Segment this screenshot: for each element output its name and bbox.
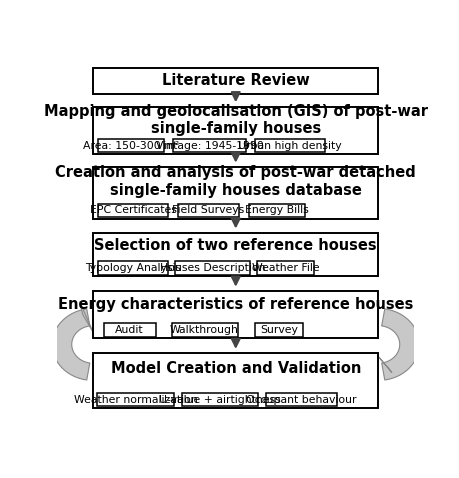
Text: Field Surveys: Field Surveys	[172, 206, 244, 216]
Text: Selection of two reference houses: Selection of two reference houses	[94, 238, 376, 252]
Text: Literature Review: Literature Review	[162, 74, 309, 88]
FancyBboxPatch shape	[98, 139, 164, 152]
FancyBboxPatch shape	[93, 353, 378, 408]
FancyBboxPatch shape	[181, 393, 257, 406]
Text: Audit: Audit	[115, 325, 144, 335]
Text: Weather normalization: Weather normalization	[74, 395, 197, 405]
FancyBboxPatch shape	[255, 324, 303, 337]
FancyBboxPatch shape	[98, 204, 168, 217]
Text: Mapping and geolocalisation (GIS) of post-war
single-family houses: Mapping and geolocalisation (GIS) of pos…	[44, 104, 427, 136]
Text: Energy characteristics of reference houses: Energy characteristics of reference hous…	[58, 297, 413, 312]
Text: EPC Certificates: EPC Certificates	[90, 206, 176, 216]
FancyBboxPatch shape	[175, 261, 250, 274]
FancyBboxPatch shape	[93, 233, 378, 276]
FancyBboxPatch shape	[97, 393, 174, 406]
FancyBboxPatch shape	[173, 139, 246, 152]
Polygon shape	[378, 357, 391, 373]
FancyBboxPatch shape	[93, 107, 378, 154]
FancyBboxPatch shape	[93, 68, 378, 94]
Text: Energy Bills: Energy Bills	[245, 206, 308, 216]
Text: Occupant behaviour: Occupant behaviour	[246, 395, 356, 405]
FancyBboxPatch shape	[249, 204, 304, 217]
Text: U-value + airtightness: U-value + airtightness	[159, 395, 280, 405]
Text: Survey: Survey	[260, 325, 298, 335]
Text: Weather File: Weather File	[251, 263, 319, 273]
FancyBboxPatch shape	[171, 324, 237, 337]
Text: Vintage: 1945-1990: Vintage: 1945-1990	[156, 141, 263, 151]
FancyBboxPatch shape	[265, 393, 336, 406]
FancyBboxPatch shape	[255, 139, 324, 152]
FancyBboxPatch shape	[93, 291, 378, 338]
Polygon shape	[381, 309, 419, 380]
Text: Houses Description: Houses Description	[159, 263, 265, 273]
FancyBboxPatch shape	[178, 204, 238, 217]
FancyBboxPatch shape	[257, 261, 313, 274]
Text: Model Creation and Validation: Model Creation and Validation	[110, 361, 360, 376]
Text: Area: 150-300 m²: Area: 150-300 m²	[83, 141, 179, 151]
Polygon shape	[52, 309, 90, 380]
Text: Urban high density: Urban high density	[238, 141, 341, 151]
Text: Typology Analysis: Typology Analysis	[85, 263, 181, 273]
Text: Creation and analysis of post-war detached
single-family houses database: Creation and analysis of post-war detach…	[55, 165, 415, 198]
FancyBboxPatch shape	[93, 167, 378, 218]
Polygon shape	[79, 302, 93, 332]
FancyBboxPatch shape	[104, 324, 155, 337]
Text: Walkthrough: Walkthrough	[170, 325, 239, 335]
FancyBboxPatch shape	[98, 261, 168, 274]
